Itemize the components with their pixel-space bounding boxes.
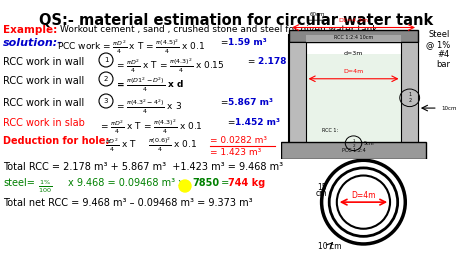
Bar [289, 42, 305, 145]
Text: #4: #4 [438, 50, 450, 59]
Text: = 0.0282 m³: = 0.0282 m³ [210, 136, 267, 145]
Text: 5.867 m³: 5.867 m³ [228, 98, 273, 107]
Text: $\frac{1\%}{100}$: $\frac{1\%}{100}$ [38, 178, 52, 195]
Text: RCC 1:: RCC 1: [322, 127, 338, 133]
Text: QS:- material estimation for circular water tank: QS:- material estimation for circular wa… [39, 13, 433, 28]
Bar [401, 42, 418, 145]
Text: 1.59 m³: 1.59 m³ [228, 38, 267, 47]
Bar [289, 30, 418, 42]
Text: $\frac{\pi D^2}{4}$ x T: $\frac{\pi D^2}{4}$ x T [105, 136, 137, 154]
Text: D1=4.3m: D1=4.3m [338, 18, 369, 23]
Text: x 9.468 = 0.09468 m³ x: x 9.468 = 0.09468 m³ x [68, 178, 184, 188]
Text: 10cm: 10cm [441, 106, 456, 111]
Text: Workout cement , sand , crushed stone and steel for given water tank.: Workout cement , sand , crushed stone an… [60, 25, 380, 34]
Text: 744 kg: 744 kg [228, 178, 265, 188]
Text: Total RCC = 2.178 m³ + 5.867 m³  +1.423 m³ = 9.468 m³: Total RCC = 2.178 m³ + 5.867 m³ +1.423 m… [3, 162, 283, 172]
Text: D=4m: D=4m [351, 191, 376, 200]
Circle shape [179, 180, 191, 192]
Text: d=3m: d=3m [344, 51, 363, 56]
Text: = $\frac{\pi D^2}{4}$ x T = $\frac{\pi(4.3)^2}{4}$ x 0.1: = $\frac{\pi D^2}{4}$ x T = $\frac{\pi(4… [100, 118, 203, 136]
Text: 5cm: 5cm [363, 141, 374, 146]
Bar [305, 54, 401, 145]
Text: = $\frac{\pi D^2}{4}$ x T = $\frac{\pi(4.3)^2}{4}$ x 0.15: = $\frac{\pi D^2}{4}$ x T = $\frac{\pi(4… [116, 57, 225, 75]
Text: RCC 1:2:4 10cm: RCC 1:2:4 10cm [334, 35, 373, 40]
Text: @ 1%: @ 1% [426, 40, 450, 49]
Text: =: = [225, 118, 238, 127]
Text: $\frac{\pi(0.6)^2}{4}$ x 0.1: $\frac{\pi(0.6)^2}{4}$ x 0.1 [148, 136, 197, 154]
Text: 7850: 7850 [192, 178, 219, 188]
Bar [305, 35, 401, 42]
Text: = 1.423 m³: = 1.423 m³ [210, 148, 261, 157]
Bar [281, 142, 426, 159]
Text: Example:: Example: [3, 25, 57, 35]
Text: = $\frac{\pi(D1^2-D^2)}{4}$ x d: = $\frac{\pi(D1^2-D^2)}{4}$ x d [116, 76, 184, 94]
Text: cm: cm [316, 189, 328, 198]
Text: 2: 2 [104, 76, 108, 82]
Text: bar: bar [436, 60, 450, 69]
Text: Deduction for hole:: Deduction for hole: [3, 136, 110, 146]
Text: PCC 1:2:4: PCC 1:2:4 [342, 148, 365, 153]
Text: 15: 15 [317, 183, 327, 192]
Text: =: = [218, 178, 229, 188]
Text: = $\frac{\pi(4.3^2-4^2)}{4}$ x 3: = $\frac{\pi(4.3^2-4^2)}{4}$ x 3 [116, 98, 182, 116]
Text: =: = [218, 38, 231, 47]
Text: 3: 3 [104, 98, 108, 104]
Text: =: = [218, 98, 231, 107]
Text: Total net RCC = 9.468 m³ – 0.09468 m³ = 9.373 m³: Total net RCC = 9.468 m³ – 0.09468 m³ = … [3, 198, 253, 208]
Text: 1
2: 1 2 [352, 139, 355, 148]
Text: 1.452 m³: 1.452 m³ [235, 118, 280, 127]
Text: 2.178 m³: 2.178 m³ [258, 57, 303, 66]
Text: =: = [245, 57, 258, 66]
Text: Steel: Steel [429, 30, 450, 39]
Text: 60cm: 60cm [310, 12, 325, 17]
Text: solution:-: solution:- [3, 38, 63, 48]
Bar [289, 35, 418, 145]
Text: RCC work in slab: RCC work in slab [3, 118, 85, 128]
Text: 1
2: 1 2 [408, 93, 411, 103]
Text: RCC work in wall: RCC work in wall [3, 57, 84, 67]
Text: RCC work in wall: RCC work in wall [3, 98, 84, 108]
Text: D=4m: D=4m [344, 69, 363, 74]
Text: RCC work in wall: RCC work in wall [3, 76, 84, 86]
Text: steel=: steel= [3, 178, 35, 188]
Text: 1: 1 [104, 57, 108, 63]
Text: PCC work = $\frac{\pi D^2}{4}$ x T = $\frac{\pi(4.5)^2}{4}$ x 0.1: PCC work = $\frac{\pi D^2}{4}$ x T = $\f… [57, 38, 205, 56]
Text: 10 cm: 10 cm [319, 242, 342, 251]
